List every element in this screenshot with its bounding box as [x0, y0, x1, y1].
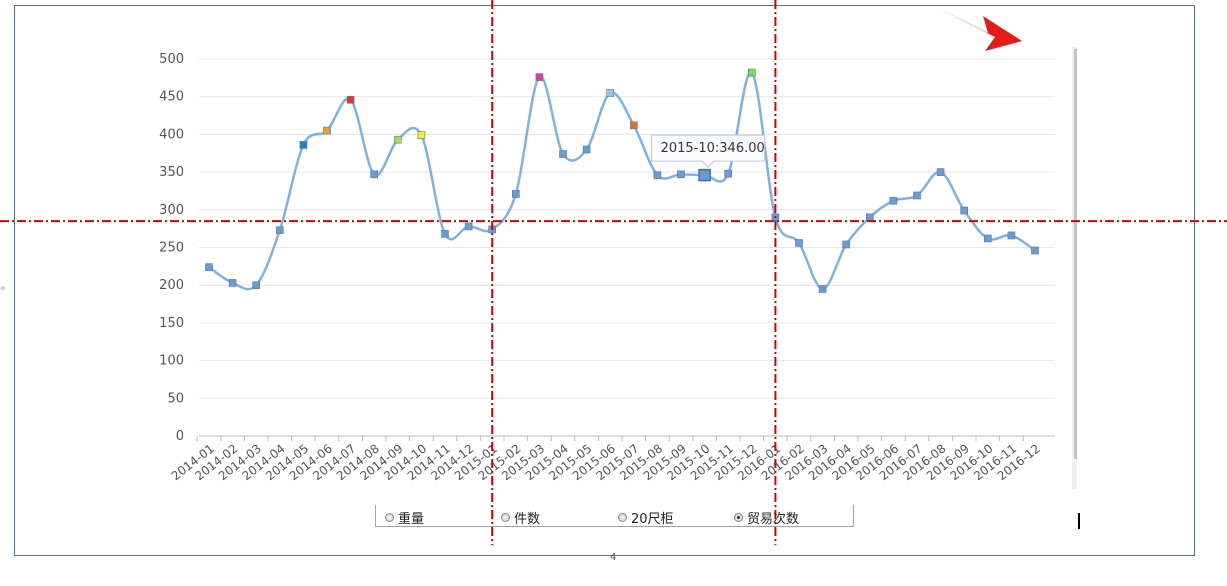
legend-item-weight[interactable]: 重量: [385, 508, 424, 527]
x-axis: 2014-012014-022014-032014-042014-052014-…: [169, 435, 1055, 483]
data-point-marker[interactable]: [913, 191, 921, 200]
grid-lines: [199, 58, 1055, 437]
data-point-marker[interactable]: [559, 150, 567, 158]
data-point-marker[interactable]: [724, 169, 733, 178]
data-point-marker[interactable]: [228, 279, 237, 287]
data-point-marker[interactable]: [677, 170, 685, 179]
radio-pieces[interactable]: [501, 513, 510, 522]
y-tick-label: 350: [159, 165, 184, 180]
data-point-marker[interactable]: [865, 213, 874, 222]
tooltip: 2015-10:346.00: [651, 134, 766, 168]
y-tick-label: 400: [159, 127, 184, 142]
scrollbar-thumb[interactable]: [1074, 49, 1077, 459]
data-point-marker[interactable]: [1007, 231, 1016, 240]
y-tick-label: 450: [159, 90, 184, 105]
y-tick-label: 150: [159, 316, 184, 331]
text-cursor: [1078, 513, 1080, 529]
radio-20ft[interactable]: [618, 513, 627, 522]
series-line-path: [208, 71, 1036, 291]
data-point-marker[interactable]: [606, 89, 615, 97]
series-line: [208, 71, 1036, 291]
y-tick-label: 0: [176, 429, 184, 444]
data-point-marker[interactable]: [252, 281, 260, 290]
data-point-marker[interactable]: [511, 190, 520, 198]
scrollbar: [1072, 47, 1077, 489]
legend-item-20ft[interactable]: 20尺柜: [618, 508, 674, 527]
legend-item-pieces[interactable]: 件数: [501, 508, 540, 527]
data-point-marker[interactable]: [653, 171, 662, 179]
red-arrow-icon: [936, 7, 1022, 51]
legend-label-trades: 贸易次数: [747, 512, 800, 527]
tooltip-box: [651, 134, 766, 168]
data-point-marker[interactable]: [842, 240, 851, 249]
y-tick-label: 100: [159, 354, 184, 369]
data-point-marker[interactable]: [889, 196, 898, 205]
data-point-marker[interactable]: [323, 126, 331, 135]
radio-weight[interactable]: [385, 513, 394, 522]
data-point-marker[interactable]: [747, 68, 756, 77]
data-point-marker[interactable]: [818, 285, 827, 293]
series-markers: [205, 68, 1039, 293]
y-tick-label: 500: [159, 52, 184, 67]
data-point-marker[interactable]: [370, 170, 379, 179]
data-point-marker[interactable]: [346, 95, 355, 104]
legend: 重量 件数 20尺柜 贸易次数: [375, 505, 854, 527]
data-point-marker[interactable]: [441, 230, 449, 238]
data-point-marker[interactable]: [205, 263, 213, 271]
data-point-marker[interactable]: [983, 234, 992, 243]
annotation-overlay: [0, 0, 1227, 545]
data-point-marker[interactable]: [535, 73, 544, 81]
tooltip-text: 2015-10:346.00: [661, 141, 765, 156]
data-point-marker[interactable]: [582, 145, 591, 154]
legend-item-trades[interactable]: 贸易次数: [734, 508, 799, 527]
legend-label-weight: 重量: [398, 512, 425, 527]
radio-trades[interactable]: [734, 513, 743, 522]
data-point-marker[interactable]: [960, 206, 969, 215]
left-edge-glyph: ⋄: [0, 284, 6, 294]
y-tick-label: 250: [159, 241, 184, 256]
y-axis-ticks: 0 50 100 150 200 250 300 350 400 450 500: [159, 52, 184, 444]
data-point-marker[interactable]: [795, 239, 803, 247]
legend-label-20ft: 20尺柜: [631, 512, 674, 527]
y-tick-label: 200: [159, 278, 184, 293]
data-point-marker[interactable]: [417, 131, 426, 139]
data-point-marker[interactable]: [936, 168, 945, 176]
legend-label-pieces: 件数: [514, 512, 541, 527]
data-point-marker[interactable]: [1031, 246, 1039, 255]
data-point-marker[interactable]: [464, 222, 473, 231]
data-point-marker[interactable]: [299, 141, 308, 149]
data-point-marker[interactable]: [275, 226, 284, 234]
y-tick-label: 300: [159, 203, 184, 218]
y-tick-label: 50: [167, 391, 184, 406]
data-point-marker[interactable]: [629, 121, 638, 130]
data-point-marker[interactable]: [393, 135, 402, 144]
data-point-marker[interactable]: [698, 168, 711, 182]
page-number: 4: [610, 552, 617, 563]
